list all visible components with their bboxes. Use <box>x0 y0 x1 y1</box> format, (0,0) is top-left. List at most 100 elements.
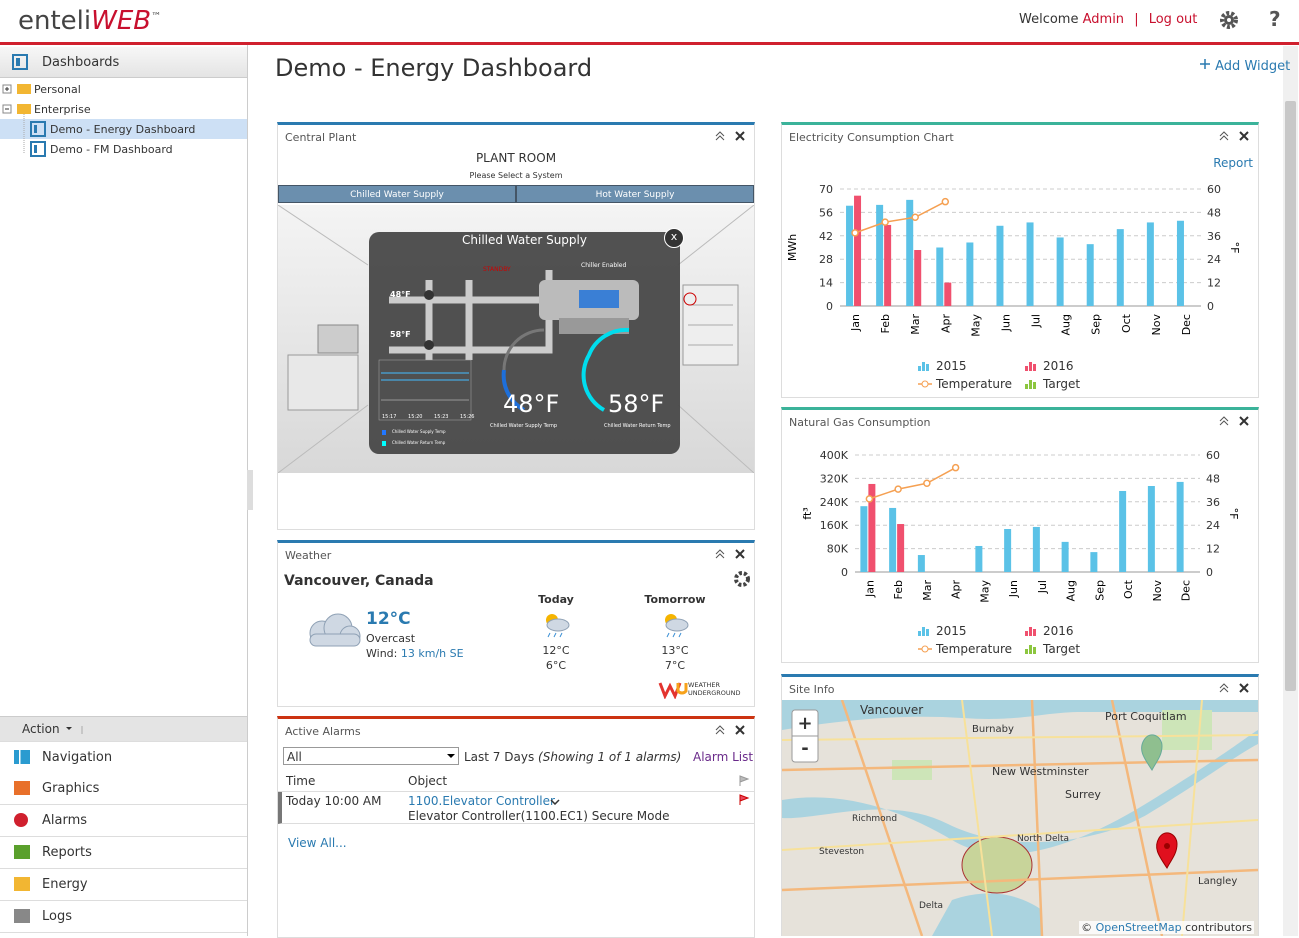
report-link[interactable]: Report <box>1213 156 1253 170</box>
tree-item[interactable]: Personal <box>34 83 81 96</box>
forecast-high: 13°C <box>661 644 689 657</box>
logo-text: enteli <box>18 6 92 36</box>
forecast-low: 7°C <box>664 659 686 672</box>
wu-logo <box>658 682 688 699</box>
legend-label: 2015 <box>936 624 967 638</box>
widget: Electricity Consumption Chart Report 0 14… <box>781 122 1259 398</box>
dashboards-header[interactable]: Dashboards <box>0 47 247 78</box>
bar <box>936 247 944 306</box>
menu-item[interactable]: Navigation <box>0 741 247 774</box>
widget: Site Info + - Vancouver Port Coquitlam B… <box>781 674 1259 936</box>
menu-item[interactable]: Reports <box>0 837 247 869</box>
zoom-in[interactable]: + <box>797 713 813 734</box>
legend-icon <box>926 629 929 636</box>
attribution-link[interactable]: OpenStreetMap <box>1095 921 1182 934</box>
point <box>851 229 859 237</box>
y-axis-label: ft³ <box>801 507 814 519</box>
alarm-time: Today 10:00 AM <box>286 794 382 808</box>
menu-item[interactable]: Logs <box>0 901 247 933</box>
alarm-row[interactable]: Today 10:00 AM 1100.Elevator Controller … <box>278 792 754 824</box>
help-icon[interactable]: ? <box>1269 7 1281 31</box>
add-widget[interactable]: Add Widget <box>1199 58 1290 74</box>
flag-icon <box>739 775 750 786</box>
point <box>865 495 874 503</box>
x-tick-label: Dec <box>1180 314 1193 335</box>
logout-link[interactable]: Log out <box>1148 12 1198 27</box>
view-all-link[interactable]: View All... <box>288 836 347 850</box>
map-place: Richmond <box>852 814 898 824</box>
menu-label: Navigation <box>42 750 113 765</box>
widget-controls[interactable] <box>714 547 748 561</box>
legend-icon <box>918 366 921 371</box>
bar <box>1146 222 1154 306</box>
y2-tick-label: 0 <box>1207 300 1214 313</box>
dropdown-arrow <box>447 754 455 758</box>
tree-item[interactable]: Demo - Energy Dashboard <box>50 123 196 136</box>
x-tick-label: Jun <box>999 314 1012 332</box>
system-tab[interactable]: Hot Water Supply <box>516 185 754 203</box>
x-tick-label: Feb <box>892 580 905 599</box>
menu-item[interactable]: Alarms <box>0 805 247 837</box>
y2-tick-label: 12 <box>1206 543 1220 556</box>
settings-icon[interactable] <box>1219 10 1239 30</box>
menu-item[interactable]: Energy <box>0 869 247 901</box>
widget-controls[interactable] <box>714 129 748 143</box>
legend-icon <box>921 380 929 388</box>
point <box>951 463 960 472</box>
widget-controls[interactable] <box>1218 414 1252 428</box>
legend-label: Target <box>1042 642 1080 656</box>
y2-tick-label: 0 <box>1206 566 1213 579</box>
bar <box>1116 229 1124 306</box>
legend-icon <box>918 631 921 636</box>
widget-title: Site Info <box>789 683 835 696</box>
x-tick-label: Nov <box>1151 580 1164 602</box>
menu-item[interactable]: Graphics <box>0 773 247 805</box>
y-tick-label: 320K <box>820 472 849 485</box>
menu-label: Logs <box>42 909 72 924</box>
system-tab[interactable]: Chilled Water Supply <box>278 185 516 203</box>
weather-city: Vancouver, Canada <box>284 573 434 589</box>
legend-label: Temperature <box>935 642 1012 656</box>
bar <box>1061 541 1069 572</box>
splitter[interactable] <box>247 470 253 510</box>
y2-tick-label: 48 <box>1206 472 1220 485</box>
scroll-thumb[interactable] <box>1285 101 1296 691</box>
widget-controls[interactable] <box>714 723 748 737</box>
menu-label: Energy <box>42 877 88 892</box>
tree-item[interactable]: Enterprise <box>34 103 91 116</box>
zoom-out[interactable]: - <box>801 738 809 759</box>
widget: Central Plant PLANT ROOM Please Select a… <box>277 122 755 530</box>
y-tick-label: 14 <box>819 277 833 290</box>
bar <box>846 205 854 306</box>
welcome: Welcome <box>1019 12 1079 27</box>
forecast-icon <box>546 614 570 638</box>
forecast-day: Today <box>538 593 574 606</box>
logo[interactable]: enteliWEB™ <box>18 6 161 36</box>
user-link[interactable]: Admin <box>1082 12 1125 27</box>
flag-icon[interactable] <box>738 794 750 806</box>
tree-item[interactable]: Demo - FM Dashboard <box>50 143 173 156</box>
scrollbar[interactable] <box>1283 46 1298 936</box>
wu-brand: UNDERGROUND <box>688 689 741 697</box>
alarm-list-link[interactable]: Alarm List <box>693 750 754 764</box>
widget-title: Electricity Consumption Chart <box>789 131 954 144</box>
legend-icon <box>1033 647 1036 654</box>
y-tick-label: 42 <box>819 230 833 243</box>
legend-label: 2016 <box>1043 624 1074 638</box>
y2-tick-label: 36 <box>1207 230 1221 243</box>
map[interactable] <box>782 700 1258 936</box>
y2-tick-label: 48 <box>1207 206 1221 219</box>
trend-time: 15:20 <box>408 414 423 420</box>
y-tick-label: 70 <box>819 183 833 196</box>
widget-controls[interactable] <box>1218 681 1252 695</box>
widget-controls[interactable] <box>1218 129 1252 143</box>
alarm-filter[interactable]: All <box>283 747 459 765</box>
popup-close[interactable]: x <box>664 228 684 248</box>
map-place: Delta <box>919 901 944 911</box>
dropdown-arrow <box>66 726 83 734</box>
settings-icon[interactable] <box>733 570 751 588</box>
trend-times: 15:17 15:20 15:23 15:26 <box>382 414 474 420</box>
action-button[interactable]: Action <box>22 722 60 736</box>
alarm-object[interactable]: 1100.Elevator Controller <box>408 794 555 808</box>
x-tick-label: Oct <box>1120 313 1133 333</box>
